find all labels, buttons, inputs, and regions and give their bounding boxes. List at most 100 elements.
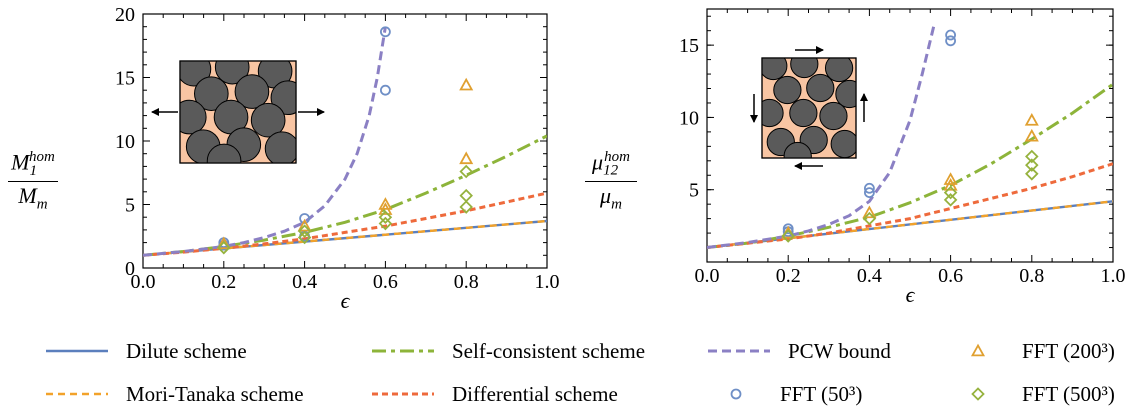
inclusion-circle bbox=[250, 102, 286, 138]
legend-item-fft500: FFT (500³) bbox=[971, 382, 1115, 406]
x-tick-label: 0.0 bbox=[695, 265, 720, 287]
fft200-point bbox=[378, 197, 393, 210]
inclusion-circle bbox=[819, 101, 848, 131]
legend-label: Self-consistent scheme bbox=[452, 339, 645, 363]
diff-series-line bbox=[143, 191, 547, 257]
x-axis-label: ϵ bbox=[341, 288, 351, 313]
legend-item-dilute: Dilute scheme bbox=[46, 339, 247, 363]
fft200-point bbox=[216, 236, 231, 250]
legend-label: PCW bound bbox=[788, 339, 891, 363]
mt-series-line bbox=[707, 200, 1113, 249]
inclusion-circle bbox=[214, 61, 250, 85]
legend-label: Differential scheme bbox=[452, 382, 618, 406]
legend-label: Dilute scheme bbox=[126, 339, 247, 363]
fft200-point bbox=[1024, 128, 1039, 142]
legend-item-sc: Self-consistent scheme bbox=[372, 339, 645, 363]
x-tick-label: 0.6 bbox=[938, 265, 963, 287]
inclusion-circle bbox=[790, 58, 819, 79]
legend-item-mt: Mori-Tanaka scheme bbox=[46, 382, 304, 406]
fft500-point bbox=[217, 240, 231, 255]
inclusion-circle bbox=[773, 75, 802, 105]
y-tick-label: 20 bbox=[115, 4, 135, 26]
fft500-point bbox=[781, 229, 795, 243]
y-tick-label: 5 bbox=[125, 195, 135, 217]
mt-series-line bbox=[143, 219, 547, 257]
legend-label: FFT (50³) bbox=[780, 382, 862, 406]
tension-inset-diagram bbox=[151, 60, 325, 164]
y-tick-label: 10 bbox=[115, 131, 135, 153]
inclusion-circle bbox=[835, 79, 856, 109]
fft500-point bbox=[1025, 167, 1039, 181]
y-tick-label: 0 bbox=[125, 258, 135, 280]
y-tick-label: 10 bbox=[679, 107, 699, 129]
x-tick-label: 1.0 bbox=[535, 271, 560, 293]
x-tick-label: 0.2 bbox=[776, 265, 801, 287]
right-chart: 0.0 0.2 0.4 0.6 0.8 1.0 5 10 15 ϵ bbox=[679, 8, 1126, 307]
legend-label: FFT (500³) bbox=[1022, 382, 1115, 406]
y-tick-label: 15 bbox=[679, 35, 699, 57]
fft50-point bbox=[864, 182, 875, 194]
fft200-point bbox=[459, 77, 474, 91]
fft50-point bbox=[945, 35, 956, 47]
legend-item-fft50: FFT (50³) bbox=[730, 382, 862, 406]
fft200-point bbox=[297, 218, 312, 232]
inclusion-circle bbox=[830, 129, 856, 158]
fft50-point bbox=[379, 84, 391, 96]
fft200-point bbox=[459, 151, 474, 165]
inclusion-circle bbox=[806, 73, 835, 103]
inclusion-circle bbox=[234, 74, 270, 109]
legend-item-fft200: FFT (200³) bbox=[970, 339, 1115, 363]
inclusion-circle bbox=[264, 131, 296, 163]
x-tick-label: 0.4 bbox=[857, 265, 882, 287]
fft500-point bbox=[378, 216, 393, 231]
inclusion-circle bbox=[194, 76, 229, 111]
fft500-point bbox=[943, 185, 958, 200]
y-tick-label: 15 bbox=[115, 68, 135, 90]
left-y-axis-label: M1hom Mm bbox=[8, 150, 58, 212]
inclusion-circle bbox=[206, 143, 242, 163]
inclusion-circle bbox=[762, 58, 788, 81]
legend-marker bbox=[970, 343, 986, 357]
pcw-series-line bbox=[707, 23, 936, 249]
fft500-point bbox=[1025, 158, 1039, 172]
legend-item-pcw: PCW bound bbox=[708, 339, 891, 363]
fft500-point bbox=[943, 193, 958, 207]
inclusion-circle bbox=[824, 58, 854, 83]
diff-series-line bbox=[707, 162, 1113, 249]
inclusion-circle bbox=[789, 98, 818, 128]
shear-inset-diagram bbox=[750, 46, 868, 170]
fft500-point bbox=[297, 224, 312, 238]
fft500-point bbox=[459, 200, 473, 214]
fft500-point bbox=[862, 211, 877, 226]
legend-item-diff: Differential scheme bbox=[372, 382, 618, 406]
left-chart: 0.0 0.2 0.4 0.6 0.8 1.0 0 5 10 15 20 ϵ bbox=[115, 4, 560, 313]
fft50-point bbox=[782, 223, 794, 235]
inclusion-circle bbox=[783, 141, 812, 158]
fft50-point bbox=[379, 26, 391, 38]
right-y-axis-label: μ12hom μm bbox=[585, 150, 637, 212]
fft50-point bbox=[299, 213, 311, 224]
fft200-point bbox=[862, 205, 877, 219]
legend: Dilute scheme Mori-Tanaka scheme Self-cons… bbox=[46, 339, 1115, 406]
y-tick-label: 5 bbox=[689, 180, 699, 202]
fft50-point bbox=[864, 187, 875, 199]
x-tick-label: 0.6 bbox=[373, 271, 398, 293]
sc-series-line bbox=[707, 82, 1113, 249]
legend-marker bbox=[730, 388, 742, 400]
legend-label: FFT (200³) bbox=[1022, 339, 1115, 363]
inclusion-circle bbox=[180, 99, 207, 135]
legend-marker bbox=[971, 387, 985, 401]
fft500-point bbox=[378, 210, 393, 224]
x-tick-label: 1.0 bbox=[1101, 265, 1126, 287]
fft500-point bbox=[297, 230, 312, 245]
x-tick-label: 0.8 bbox=[1019, 265, 1044, 287]
x-tick-label: 0.0 bbox=[131, 271, 156, 293]
x-tick-label: 0.2 bbox=[211, 271, 236, 293]
x-tick-label: 0.4 bbox=[292, 271, 317, 293]
x-axis-label: ϵ bbox=[906, 282, 916, 307]
fft500-point bbox=[459, 164, 473, 179]
fft500-point bbox=[1025, 149, 1039, 164]
fft500-point bbox=[459, 188, 473, 203]
legend-label: Mori-Tanaka scheme bbox=[126, 382, 304, 406]
